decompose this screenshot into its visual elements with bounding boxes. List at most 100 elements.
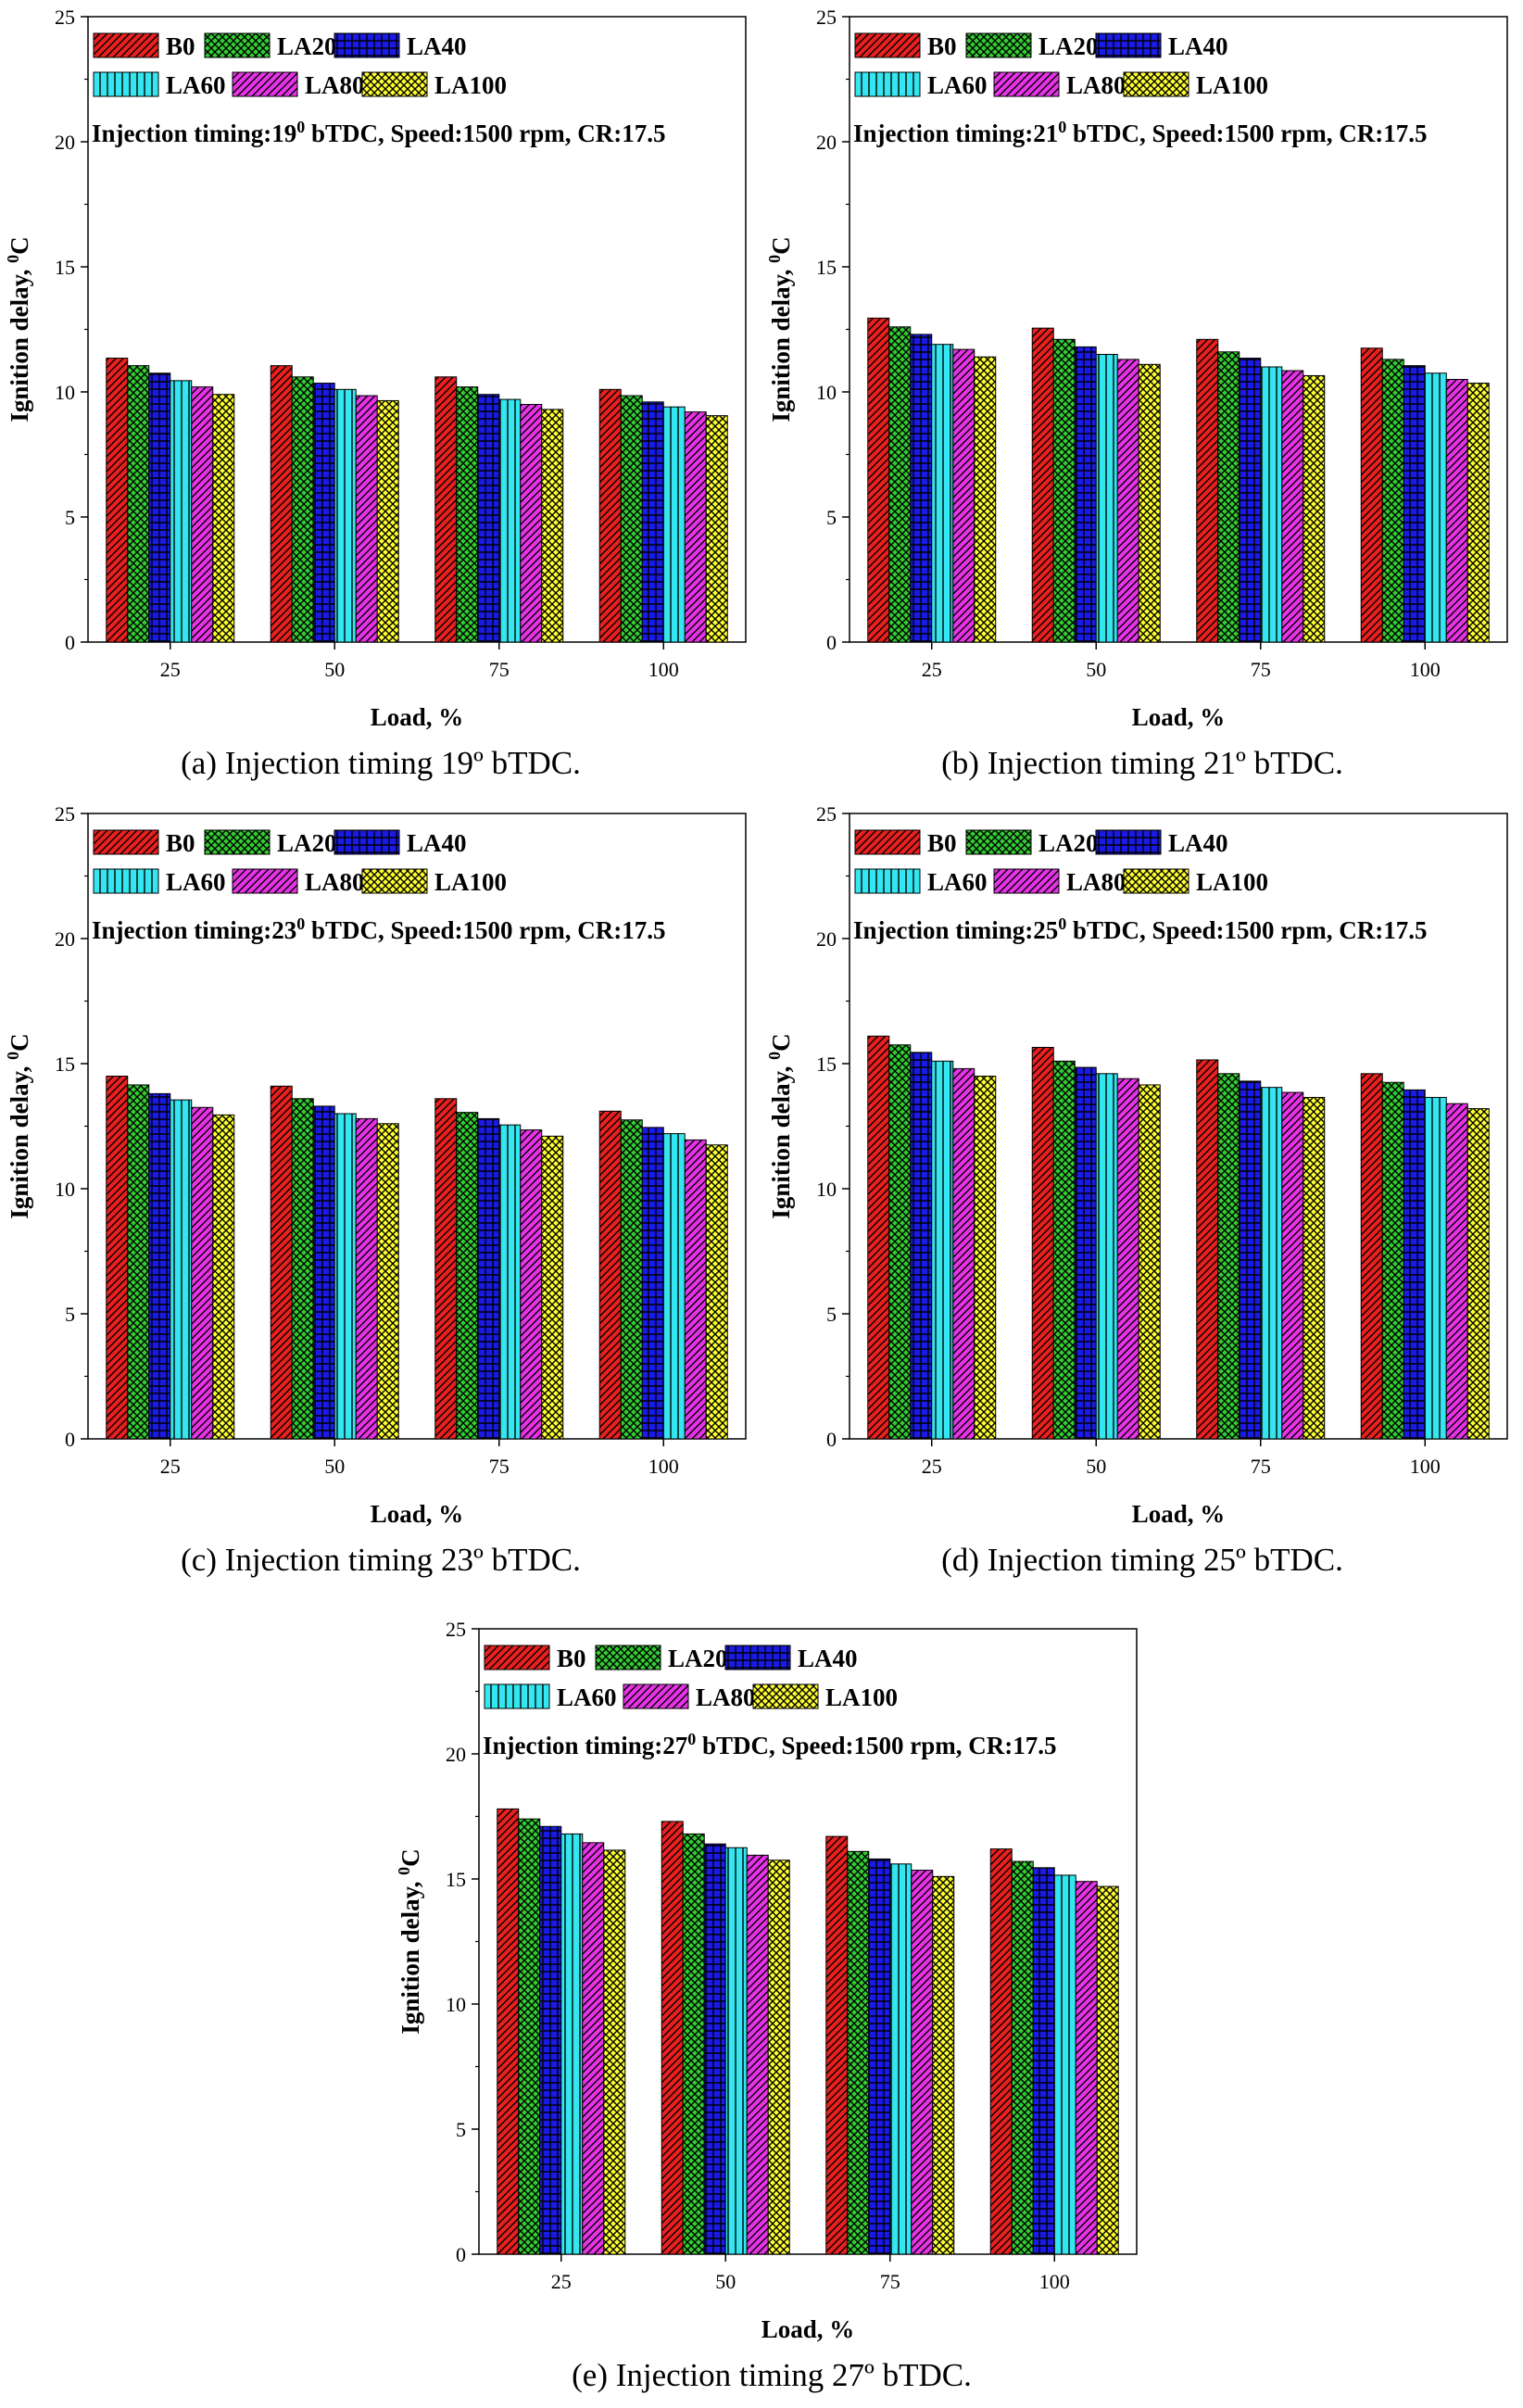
bar-la80-load-50 [746, 1854, 769, 2255]
y-tick-label: 25 [816, 6, 837, 29]
bar-la100-load-50 [767, 1860, 790, 2255]
y-tick-label: 10 [816, 381, 837, 404]
legend-swatch-la20 [204, 829, 271, 855]
legend-swatch-la80 [232, 71, 298, 97]
bar-la40-load-75 [477, 1117, 500, 1440]
y-tick-label: 20 [55, 927, 75, 951]
bar-la20-load-50 [1052, 1060, 1076, 1440]
bar-la100-load-75 [541, 1135, 564, 1440]
bar-la100-load-25 [212, 394, 235, 643]
bar-b0-load-25 [106, 1076, 129, 1440]
bar-b0-load-75 [434, 376, 458, 643]
bar-la40-load-75 [1239, 1080, 1262, 1440]
legend-label-la40: LA40 [1168, 829, 1228, 857]
bar-la60-load-25 [931, 1060, 954, 1440]
bar-la100-load-100 [705, 1144, 728, 1440]
legend-swatch-b0 [854, 829, 921, 855]
x-axis-label: Load, % [1132, 703, 1226, 731]
bar-b0-load-100 [989, 1848, 1013, 2255]
bar-b0-load-100 [598, 388, 622, 643]
bar-b0-load-25 [867, 317, 890, 643]
legend-label-la80: LA80 [1066, 868, 1127, 896]
bar-la100-load-50 [376, 1123, 399, 1440]
bar-la60-load-100 [1424, 1096, 1447, 1440]
bar-la80-load-100 [1445, 1103, 1468, 1440]
legend-swatch-la100 [1123, 71, 1189, 97]
bar-b0-load-100 [1360, 347, 1383, 643]
bar-la40-load-100 [1032, 1867, 1055, 2255]
legend-label-la100: LA100 [1196, 71, 1268, 99]
legend-swatch-la80 [623, 1683, 689, 1709]
bar-b0-load-100 [598, 1110, 622, 1440]
bar-la80-load-100 [684, 411, 707, 643]
legend-swatch-la100 [361, 71, 428, 97]
bar-la100-load-25 [603, 1849, 626, 2255]
chart-b: 0 5 10 15 20 25 25 50 75 100 B0 LA20 LA40 LA60 LA80 LA1… [765, 6, 1508, 731]
bar-la100-load-50 [376, 399, 399, 643]
y-tick-label: 0 [826, 631, 837, 654]
legend-label-la20: LA20 [668, 1645, 728, 1672]
y-axis-label: Ignition delay, 0C [4, 236, 33, 422]
y-tick-label: 20 [55, 131, 75, 154]
bar-la60-load-50 [334, 388, 357, 643]
y-axis-label: Ignition delay, 0C [4, 1033, 33, 1218]
bar-la20-load-75 [847, 1850, 870, 2255]
bar-la100-load-75 [1303, 374, 1326, 643]
legend-swatch-la20 [595, 1645, 661, 1670]
bar-b0-load-50 [1031, 327, 1054, 643]
x-tick-label: 50 [1086, 1455, 1106, 1478]
bar-b0-load-50 [270, 1085, 293, 1440]
bar-la80-load-75 [1281, 1091, 1304, 1440]
bar-b0-load-25 [867, 1035, 890, 1440]
bar-la80-load-100 [1075, 1881, 1098, 2255]
bar-la20-load-75 [1217, 351, 1240, 643]
bar-la80-load-25 [191, 1106, 214, 1440]
caption-e: (e) Injection timing 27º bTDC. [572, 2357, 972, 2393]
chart-panel-a: 0 5 10 15 20 25 25 50 75 100 B0 LA20 LA40 LA60 LA80 LA1… [0, 0, 762, 797]
bar-la40-load-25 [539, 1825, 562, 2255]
y-tick-label: 15 [816, 256, 837, 279]
legend-swatch-la60 [854, 868, 921, 894]
bar-la60-load-100 [1053, 1874, 1076, 2255]
legend-swatch-la60 [93, 71, 159, 97]
legend-label-la60: LA60 [927, 868, 988, 896]
bar-b0-load-75 [825, 1835, 849, 2255]
bar-la60-load-25 [170, 1099, 193, 1440]
chart-annotation: Injection timing:190 bTDC, Speed:1500 rp… [92, 118, 666, 147]
legend-label-b0: B0 [166, 829, 195, 857]
x-tick-label: 25 [160, 1455, 181, 1478]
x-tick-label: 75 [489, 1455, 510, 1478]
legend-swatch-la40 [334, 32, 400, 58]
chart-annotation: Injection timing:250 bTDC, Speed:1500 rp… [853, 914, 1428, 944]
bar-b0-load-50 [1031, 1046, 1054, 1440]
x-tick-label: 50 [324, 658, 345, 681]
chart-e: 0 5 10 15 20 25 25 50 75 100 B0 LA20 LA40 LA60 LA80 LA1… [395, 1618, 1138, 2343]
bar-b0-load-75 [1196, 338, 1219, 643]
y-tick-label: 0 [456, 2243, 466, 2266]
legend-label-b0: B0 [927, 32, 957, 60]
bar-la100-load-100 [705, 415, 728, 643]
bar-la100-load-25 [212, 1114, 235, 1440]
legend-label-la80: LA80 [305, 71, 365, 99]
legend-label-la20: LA20 [1038, 32, 1099, 60]
bar-la80-load-50 [1116, 1078, 1139, 1440]
bar-la80-load-25 [191, 386, 214, 643]
y-tick-label: 10 [446, 1993, 466, 2016]
legend-label-la100: LA100 [434, 868, 507, 896]
x-tick-label: 75 [1251, 1455, 1271, 1478]
legend-label-b0: B0 [557, 1645, 586, 1672]
bar-la20-load-25 [888, 1044, 912, 1440]
bar-la40-load-75 [868, 1858, 891, 2255]
bar-la80-load-25 [952, 348, 975, 643]
bar-la20-load-75 [456, 1112, 479, 1440]
bar-la100-load-100 [1466, 1108, 1490, 1440]
bar-la100-load-75 [541, 409, 564, 643]
chart-annotation: Injection timing:210 bTDC, Speed:1500 rp… [853, 118, 1428, 147]
legend-swatch-la40 [724, 1645, 791, 1670]
y-tick-label: 10 [55, 381, 75, 404]
bar-la60-load-100 [662, 1133, 686, 1440]
chart-d: 0 5 10 15 20 25 25 50 75 100 B0 LA20 LA40 LA60 LA80 LA1… [765, 802, 1508, 1528]
bar-la20-load-50 [291, 1098, 314, 1440]
bar-b0-load-75 [1196, 1059, 1219, 1440]
bar-la60-load-50 [334, 1113, 357, 1440]
